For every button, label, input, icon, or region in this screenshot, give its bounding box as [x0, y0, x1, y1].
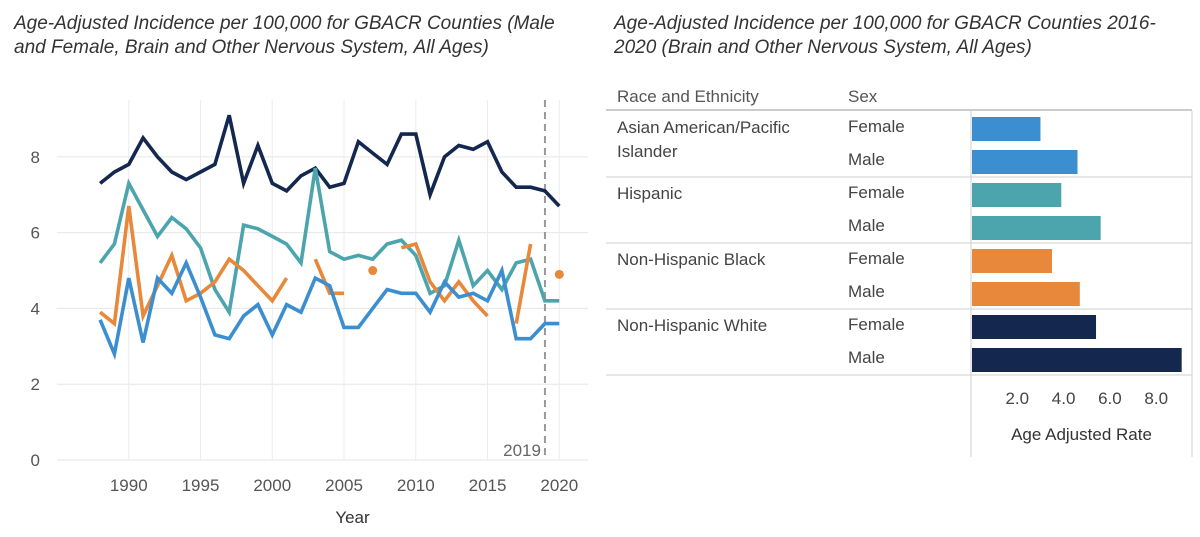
x-tick-label: 2005 — [325, 476, 363, 495]
bar — [972, 282, 1080, 306]
bar — [972, 150, 1078, 174]
x-axis-label: Age Adjusted Rate — [1011, 425, 1152, 444]
x-tick-label: 1995 — [182, 476, 220, 495]
bar — [972, 216, 1101, 240]
x-tick-label: 2.0 — [1005, 389, 1029, 408]
x-axis-label: Year — [335, 508, 370, 527]
y-tick-label: 6 — [31, 224, 40, 243]
bar-chart-title: Age-Adjusted Incidence per 100,000 for G… — [614, 13, 1156, 58]
sex-label: Male — [848, 348, 885, 367]
series-hispanic — [98, 167, 560, 318]
sex-label: Female — [848, 315, 905, 334]
x-tick-label: 2010 — [397, 476, 435, 495]
y-tick-label: 0 — [31, 451, 40, 470]
column-header-sex: Sex — [848, 87, 878, 106]
series-line — [98, 258, 560, 361]
series-non-hispanic-black — [98, 205, 564, 328]
x-tick-label: 2020 — [540, 476, 578, 495]
sex-label: Female — [848, 183, 905, 202]
race-label: Islander — [617, 142, 678, 161]
series-non-hispanic-white — [98, 114, 561, 208]
series-point — [368, 266, 378, 276]
series-line — [98, 114, 561, 208]
sex-label: Male — [848, 282, 885, 301]
sex-label: Male — [848, 216, 885, 235]
bar — [972, 183, 1062, 207]
sex-label: Female — [848, 117, 905, 136]
series-line — [400, 241, 489, 318]
sex-label: Female — [848, 249, 905, 268]
line-chart: 0 2 4 6 8 1990 1995 2000 2005 2010 2015 2020 Year 201… — [31, 100, 588, 527]
series-line — [98, 167, 560, 318]
y-tick-label: 8 — [31, 148, 40, 167]
bar-chart: Race and Ethnicity Sex Asian American/Paci… — [606, 87, 1193, 457]
sex-label: Male — [848, 150, 885, 169]
bar — [972, 315, 1097, 339]
reference-line-label: 2019 — [503, 441, 541, 460]
series-line — [313, 258, 344, 296]
y-tick-label: 2 — [31, 375, 40, 394]
y-tick-label: 4 — [31, 299, 40, 318]
x-tick-label: 8.0 — [1144, 389, 1168, 408]
x-tick-label: 2000 — [253, 476, 291, 495]
x-tick-label: 4.0 — [1052, 389, 1076, 408]
line-chart-title: Age-Adjusted Incidence per 100,000 for G… — [14, 13, 555, 58]
race-label: Non-Hispanic White — [617, 316, 767, 335]
series-line — [98, 205, 289, 328]
series-line — [514, 243, 533, 324]
x-tick-label: 1990 — [110, 476, 148, 495]
x-tick-label: 2015 — [469, 476, 507, 495]
series-asian-american-pacific-islander — [98, 258, 560, 361]
bar — [972, 249, 1053, 273]
race-label: Non-Hispanic Black — [617, 250, 766, 269]
race-label: Asian American/Pacific — [617, 118, 790, 137]
column-header-race: Race and Ethnicity — [617, 87, 759, 106]
series-point — [554, 269, 564, 279]
bar — [972, 348, 1182, 372]
race-label: Hispanic — [617, 184, 683, 203]
bar — [972, 117, 1041, 141]
x-tick-label: 6.0 — [1098, 389, 1122, 408]
